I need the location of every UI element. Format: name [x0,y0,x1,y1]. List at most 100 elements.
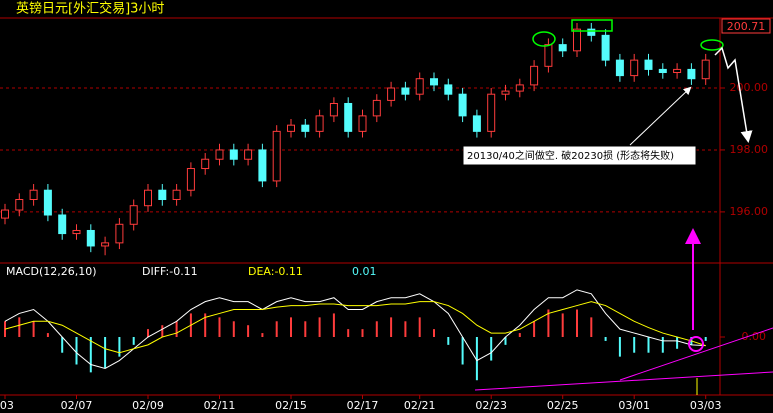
candle-body [43,189,52,216]
candle-body [29,189,38,201]
macd-line [4,289,706,369]
candle-body [15,199,24,211]
macd-bar [232,321,235,337]
macd-bar [261,333,264,337]
chart-title: 英镑日元[外汇交易]3小时 [16,1,164,17]
macd-bar [218,317,221,337]
macd-bar [590,317,593,337]
candle-body [630,59,639,77]
price-box [721,18,771,34]
y-tick-label: 196.00 [730,205,769,218]
y-tick-label: 0.00 [742,330,767,343]
macd-bar [318,317,321,337]
macd-bar [561,313,564,337]
candle-body [58,214,67,235]
candle-body [701,59,710,80]
candle-body [215,149,224,160]
macd-bar [418,317,421,337]
macd-bar [104,337,107,369]
candle-body [401,87,410,95]
macd-bar [404,321,407,337]
x-tick-label: 02/09 [132,399,164,412]
x-tick-label: 02/17 [347,399,379,412]
candle-body [387,87,396,101]
x-tick-label: 02/15 [275,399,307,412]
candle-body [144,189,152,207]
macd-bar [304,321,307,337]
candle-body [72,229,81,235]
x-tick-label: 02/11 [204,399,236,412]
macd-bar [518,333,521,337]
annotations [474,19,773,395]
candle-body [558,44,567,52]
macd-bar [375,321,378,337]
candle-body [544,44,553,67]
macd-label: 0.01 [352,265,377,278]
x-tick-label: /03 [0,399,14,412]
x-tick-label: 02/23 [475,399,507,412]
macd-bar [576,309,578,337]
candle-body [287,124,295,132]
candle-body [272,130,281,182]
candle-body [644,59,653,70]
macd-bar [490,337,493,361]
macd-bar [18,317,21,337]
macd-bar [147,329,149,337]
x-tick-label: 03/01 [618,399,650,412]
price-label: 200.71 [727,20,766,33]
macd-bar [704,337,707,341]
candle-body [186,168,195,191]
macd-bar [633,337,636,353]
candle-body [229,149,238,160]
candle-body [201,158,210,170]
macd-bar [118,337,121,357]
macd-bar [32,321,35,337]
macd-bar [275,321,278,337]
candle-body [1,209,9,219]
macd-bar [361,329,364,337]
macd-bar [604,337,607,341]
x-tick-label: 03/03 [690,399,722,412]
macd-bar [647,337,650,353]
macd-bar [618,337,621,357]
candle-body [530,65,539,86]
candle-body [258,149,267,182]
annotation: 20130/40之间做空. 破20230损 (形态将失败) [467,149,674,162]
candle-body [415,78,424,95]
macd-bar [390,317,393,337]
macd-bar [290,317,292,337]
legend-diff: DIFF:-0.11 [142,265,198,278]
candle-body [573,28,581,52]
macd-title: MACD(12,26,10) [6,265,97,278]
macd-bar [504,337,507,345]
candle-body [687,68,696,80]
candle-body [515,84,524,92]
candle-body [86,229,95,247]
macd-bar [547,309,550,337]
candle-body [101,242,110,247]
macd-bar [132,337,135,345]
y-tick-label: 198.00 [730,143,769,156]
candle-body [129,205,138,225]
macd-bar [533,321,536,337]
candle-body [487,93,496,132]
macd-bar [247,325,250,337]
candle-body [301,124,310,132]
macd-bar [75,337,78,365]
y-tick-label: 200.00 [730,81,769,94]
candle-body [372,99,381,117]
candle-body [358,115,367,132]
macd-bar [175,321,178,337]
frame [0,17,773,396]
annotation-box [462,145,697,166]
candle-body [444,84,453,95]
macd-bar [461,337,464,365]
macd-bar [46,333,49,337]
legend-dea: DEA:-0.11 [248,265,303,278]
x-tick-label: 02/21 [404,399,436,412]
candle-body [329,102,338,117]
macd-bar [433,329,435,337]
candle-body [601,34,610,61]
